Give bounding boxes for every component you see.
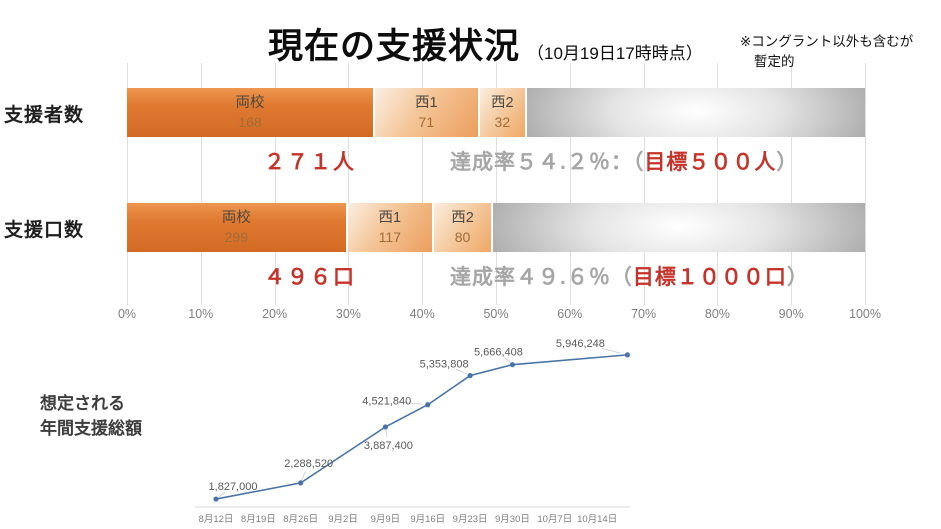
units-rate-close: ） [786,266,809,289]
segment-name: 両校 [221,209,251,226]
line-x-tick-label: 8月26日 [283,514,318,525]
page-title: 現在の支援状況 [268,27,521,66]
bar-segment-supporters-2: 西2 32 [479,88,527,137]
segment-value: 71 [418,113,435,130]
data-point-marker [213,496,219,502]
supporters-rate-text: 達成率５４.２％：（ [450,151,645,174]
gridline [274,63,276,305]
line-x-tick-label: 9月9日 [371,514,401,525]
supporters-achievement: 達成率５４.２％：（目標５００人） [450,146,798,176]
supporters-total: ２７１人 [264,151,356,174]
supporters-goal-text: 目標５００人 [644,151,777,174]
data-point-marker [298,480,304,486]
label-leader-line [385,429,388,437]
bar-axis-tick-label: 50% [483,307,509,321]
gridline [865,63,866,305]
stacked-bar-supporters: 両校 168 西1 71 西2 32 [127,88,865,137]
bar-axis-tick-label: 40% [409,307,435,321]
bar-segment-units-1: 西1 117 [347,203,434,252]
footnote-line2: 暫定的 [754,54,795,70]
data-point-marker [382,424,388,430]
bar-axis-tick-label: 20% [262,307,288,321]
line-chart-title: 想定される 年間支援総額 [40,392,142,441]
label-leader-line [504,357,511,364]
segment-value: 117 [378,228,401,245]
label-leader-line [218,491,226,498]
page-subtitle: （10月19日17時時点） [527,44,703,63]
segment-value: 168 [238,113,262,130]
bar-remainder [493,203,865,252]
line-x-tick-label: 9月30日 [495,514,530,525]
gridline [422,63,424,305]
units-achievement: 達成率４９.６％（目標１０００口） [450,261,809,291]
bar-axis-tick-label: 100% [849,307,881,321]
data-point-label: 4,521,840 [362,396,411,408]
line-chart-title-line2: 年間支援総額 [40,418,142,438]
gridline [348,63,350,305]
units-total: ４９６口 [264,266,356,289]
data-point-marker [509,362,516,368]
data-point-label: 1,827,000 [209,481,258,493]
gridline [791,63,793,305]
line-chart-title-line1: 想定される [40,394,125,413]
line-x-tick-label: 8月19日 [241,514,276,525]
line-x-tick-label: 9月23日 [453,514,488,525]
bar-axis-tick-label: 30% [335,307,361,321]
segment-value: 80 [454,228,471,245]
bar-segment-units-0: 両校 299 [127,203,348,252]
units-rate-text: 達成率４９.６％（ [450,266,633,289]
segment-name: 西2 [491,94,514,111]
bar-axis-tick-label: 10% [188,307,214,321]
line-chart: 8月12日 8月19日 8月26日 9月2日 9月9日 9月16日 9月23日 9月30日 10… [195,338,630,525]
bar-segment-supporters-1: 西1 71 [374,88,480,137]
bar-segment-supporters-0: 両校 168 [127,88,375,137]
bar-remainder [526,88,865,137]
bar-axis-tick-label: 90% [778,307,804,321]
stacked-bar-units: 両校 299 西1 117 西2 80 [127,203,865,252]
line-x-tick-label: 9月2日 [328,514,358,525]
bar-axis-tick-label: 80% [704,307,730,321]
segment-value: 299 [224,228,248,245]
label-leader-line [301,471,306,481]
bar-segment-units-2: 西2 80 [434,203,494,252]
data-point-label: 5,946,248 [556,338,605,350]
label-leader-line [405,402,422,405]
gridline [496,63,497,305]
gridline [717,63,719,305]
footnote: ※コングラント以外も含むが 暫定的 [740,32,913,73]
supporters-rate-close: ） [776,151,799,174]
data-point-label: 3,887,400 [364,440,413,452]
line-x-tick-label: 10月14日 [577,514,617,525]
line-x-tick-label: 10月7日 [537,514,572,525]
data-point-label: 5,666,408 [474,347,523,359]
units-goal-text: 目標１０００口 [632,266,787,289]
data-point-marker [425,402,431,408]
segment-name: 西2 [451,209,474,226]
bar-row-label-supporters: 支援者数 [4,105,85,126]
line-x-tick-label: 9月16日 [410,514,445,525]
label-leader-line [455,368,467,375]
bar-axis-tick-label: 60% [557,307,583,321]
segment-name: 西1 [415,94,438,111]
segment-name: 両校 [235,94,265,111]
data-point-label: 2,288,520 [284,458,333,470]
gridline [200,63,202,305]
data-point-marker [467,373,473,379]
segment-name: 西1 [378,209,402,226]
bar-row-label-units: 支援口数 [4,220,85,241]
title-row: 現在の支援状況 （10月19日17時時点） [268,18,703,69]
bar-axis-tick-label: 0% [117,307,137,321]
label-leader-line [601,347,621,354]
line-x-tick-label: 8月12日 [199,514,234,525]
trend-line [215,354,628,500]
footnote-line1: ※コングラント以外も含むが [740,34,914,49]
gridline [643,63,645,305]
segment-value: 32 [494,113,511,130]
gridline [569,63,571,305]
gridline [127,63,128,305]
data-point-marker [624,352,630,358]
data-point-label: 5,353,808 [420,359,469,371]
bar-axis-tick-label: 70% [631,307,657,321]
